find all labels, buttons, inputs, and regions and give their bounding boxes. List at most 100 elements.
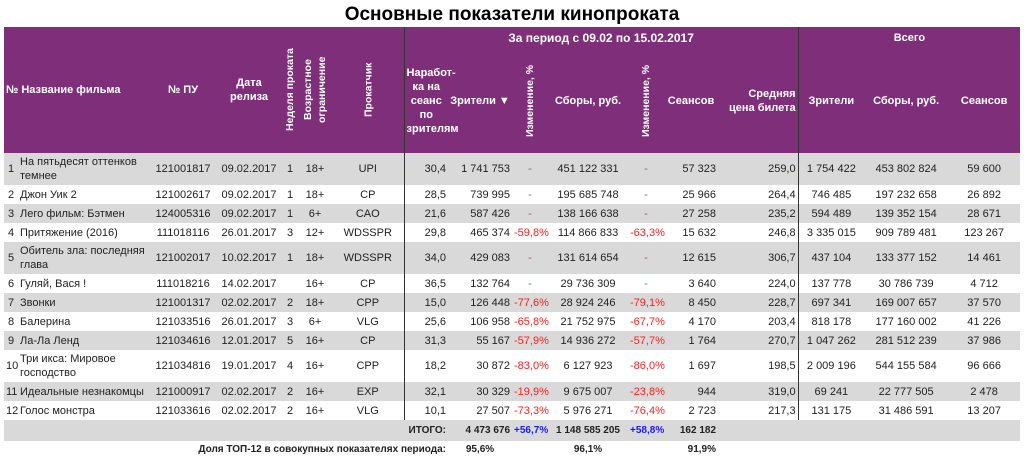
gross-cell: 9 675 007 [548, 382, 629, 401]
sessions-cell: 2 723 [688, 404, 717, 417]
avg-price-cell: 319,0 [718, 382, 799, 401]
gross-change-cell: -63,3% [630, 226, 665, 239]
header-total-viewers: Зрители [797, 49, 865, 153]
header-sessions: Сеансов [664, 49, 719, 153]
total-sessions-cell: 96 666 [967, 360, 1001, 372]
sessions-cell: 8 450 [664, 293, 719, 312]
viewers-cell: 465 374 [470, 226, 511, 239]
header-total-sessions: Сеансов [948, 49, 1021, 153]
total-sessions-cell: 37 570 [948, 293, 1021, 312]
viewers-change-cell: -65,8% [514, 315, 549, 328]
table-row: 8 Балерина 121033516 26.01.2017 3 6+ VLG 25,6 10… [4, 312, 1020, 331]
total-gross-cell: 453 802 824 [864, 153, 949, 185]
gross-cell: 6 127 923 [563, 360, 613, 372]
distributor-cell: UPI [332, 153, 405, 185]
film-name-cell: Балерина [20, 315, 71, 328]
viewers-cell: 27 507 [476, 404, 511, 417]
share-gross: 96,1% [548, 441, 629, 458]
total-gross-cell: 177 160 002 [875, 315, 937, 328]
box-office-table: № Название фильма № ПУ Дата релиза Недел… [4, 27, 1021, 458]
age-rating-cell: 12+ [305, 226, 325, 239]
gross-cell: 195 685 748 [557, 188, 619, 201]
row-number-cell: 6 [7, 277, 15, 290]
pu-number-cell: 111018116 [156, 226, 210, 239]
total-viewers-cell: 594 489 [797, 204, 865, 223]
avg-price-cell: 228,7 [718, 293, 799, 312]
week-cell: 4 [286, 360, 294, 372]
age-rating-cell: 18+ [298, 153, 333, 185]
share-empty [718, 441, 1021, 458]
sessions-cell: 4 170 [688, 315, 717, 328]
per-session-cell: 34,0 [403, 242, 449, 274]
age-rating-cell: 6+ [308, 315, 322, 328]
header-week: Неделя проката [282, 27, 299, 153]
age-rating-cell: 18+ [298, 293, 333, 312]
week-cell: 1 [286, 188, 294, 201]
per-session-cell: 15,0 [403, 293, 449, 312]
viewers-cell: 739 995 [470, 188, 511, 201]
distributor-cell: CPP [356, 360, 380, 372]
release-date-cell: 26.01.2017 [221, 226, 277, 239]
per-session-cell: 31,3 [403, 331, 449, 350]
avg-price-cell: 264,4 [768, 188, 796, 201]
table-row: 7 Звонки 121001317 02.02.2017 2 18+ CPP 15,0 126… [4, 293, 1021, 312]
gross-change-cell: -57,7% [628, 331, 665, 350]
total-sessions-cell: 13 207 [967, 404, 1001, 417]
viewers-cell: 55 167 [448, 331, 513, 350]
week-cell: 5 [282, 331, 299, 350]
viewers-change-cell: -73,3% [514, 404, 549, 417]
pu-number-cell: 121033616 [155, 404, 211, 417]
total-gross-cell: 281 512 239 [864, 331, 949, 350]
distributor-cell: CAO [332, 204, 405, 223]
row-number-cell: 8 [7, 315, 15, 328]
row-number-cell: 7 [4, 293, 18, 312]
header-age: Возрастное ограничение [298, 27, 333, 153]
gross-change-cell: -86,0% [630, 360, 665, 372]
header-viewers[interactable]: Зрители ▼ [448, 49, 513, 153]
header-num-name: № Название фильма [4, 27, 151, 153]
viewers-cell: 30 872 [476, 360, 511, 372]
gross-cell: 28 924 246 [548, 293, 629, 312]
viewers-change-cell: - [512, 153, 549, 185]
per-session-cell: 30,4 [403, 153, 449, 185]
sessions-cell: 27 258 [664, 204, 719, 223]
film-name-cell: Лего фильм: Бэтмен [18, 204, 151, 223]
total-viewers-cell: 2 009 196 [797, 350, 865, 382]
viewers-cell: 587 426 [448, 204, 513, 223]
total-gross-cell: 133 377 152 [864, 242, 949, 274]
release-date-cell: 10.02.2017 [216, 242, 283, 274]
week-cell: 3 [286, 226, 294, 239]
total-row: ИТОГО: 4 473 676 +56,7% 1 148 585 205 +5… [4, 420, 1021, 441]
film-name-cell: Обитель зла: последняя глава [18, 242, 151, 274]
age-rating-cell: 16+ [305, 277, 325, 290]
viewers-cell: 30 329 [448, 382, 513, 401]
week-cell: 2 [282, 293, 299, 312]
release-date-cell: 12.01.2017 [216, 331, 283, 350]
per-session-cell: 28,5 [403, 185, 449, 204]
week-cell: 3 [286, 315, 294, 328]
pu-number-cell: 121000917 [150, 382, 217, 401]
total-viewers-cell: 437 104 [797, 242, 865, 274]
total-gross-cell: 544 155 584 [875, 360, 937, 372]
gross-cell: 29 736 309 [560, 277, 616, 290]
pu-number-cell: 121002617 [155, 188, 211, 201]
total-viewers-cell: 697 341 [797, 293, 865, 312]
table-row: 4 Притяжение (2016) 111018116 26.01.2017 3 12… [4, 223, 1020, 242]
sessions-cell: 944 [664, 382, 719, 401]
avg-price-cell: 235,2 [718, 204, 799, 223]
total-change2: +58,8% [628, 420, 664, 441]
table-row: 5 Обитель зла: последняя глава 121002017 10… [4, 242, 1021, 274]
share-empty [628, 441, 665, 458]
age-rating-cell: 18+ [305, 188, 325, 201]
gross-cell: 131 614 654 [548, 242, 629, 274]
sessions-cell: 12 615 [664, 242, 719, 274]
age-rating-cell: 6+ [298, 204, 333, 223]
age-rating-cell: 16+ [305, 404, 325, 417]
page-title: Основные показатели кинопроката [344, 4, 680, 25]
total-gross-cell: 909 789 481 [875, 226, 937, 239]
viewers-change-cell: -83,0% [514, 360, 549, 372]
row-number-cell: 4 [7, 226, 15, 239]
viewers-change-cell: -59,8% [514, 226, 549, 239]
header-pu: № ПУ [150, 27, 217, 153]
release-date-cell: 14.02.2017 [221, 277, 277, 290]
